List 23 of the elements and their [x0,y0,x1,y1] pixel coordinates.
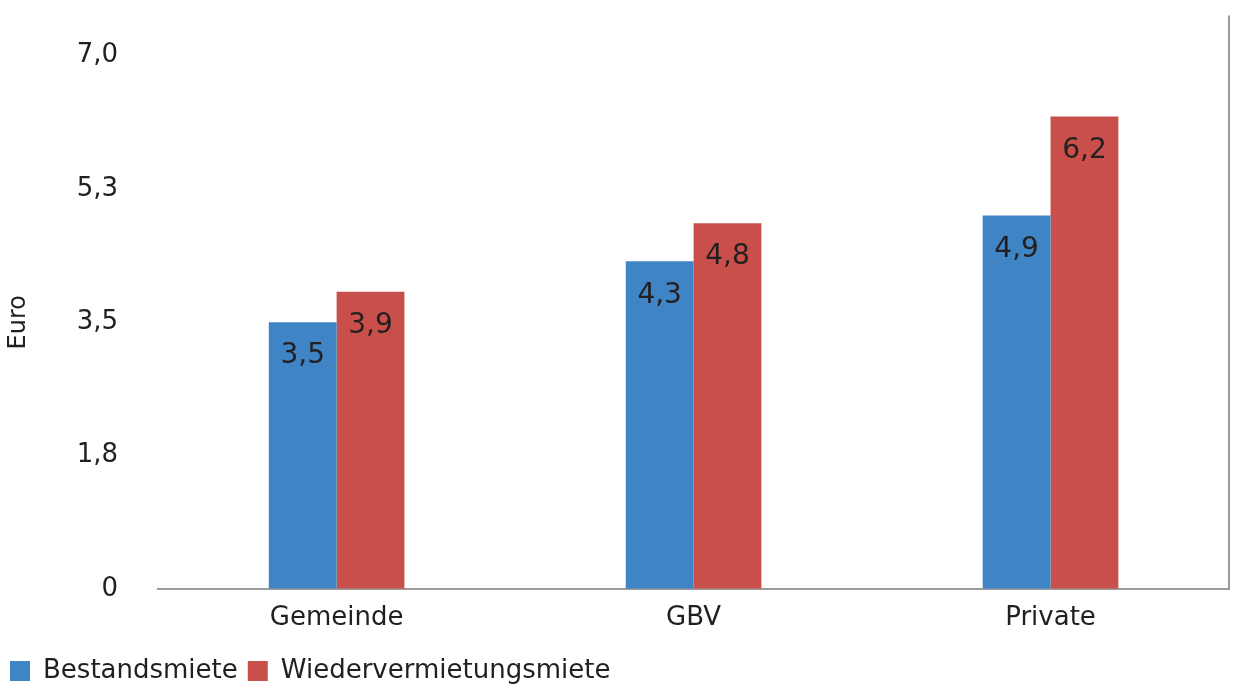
y-tick-label: 3,5 [76,304,119,335]
y-tick-label: 1,8 [76,438,119,469]
legend-label: Wiedervermietungsmiete [280,653,611,684]
data-label: 4,9 [994,230,1039,264]
y-tick-label: 7,0 [76,38,119,69]
bar [1050,116,1119,589]
bar [336,291,405,589]
y-axis-title: Euro [2,295,31,350]
x-tick-label: Private [1005,601,1096,632]
bar [693,223,762,589]
bar [625,261,694,589]
bar [268,322,337,589]
data-label: 4,3 [637,276,682,310]
bar [982,215,1051,589]
data-label: 4,8 [705,238,750,272]
data-label: 3,9 [348,307,393,341]
y-tick-label: 5,3 [76,171,119,202]
x-tick-label: Gemeinde [269,601,404,632]
legend-label: Bestandsmiete [43,653,238,684]
y-tick-label: 0 [101,571,119,602]
data-label: 3,5 [280,337,325,371]
data-label: 6,2 [1062,131,1107,165]
x-tick-label: GBV [666,601,722,632]
